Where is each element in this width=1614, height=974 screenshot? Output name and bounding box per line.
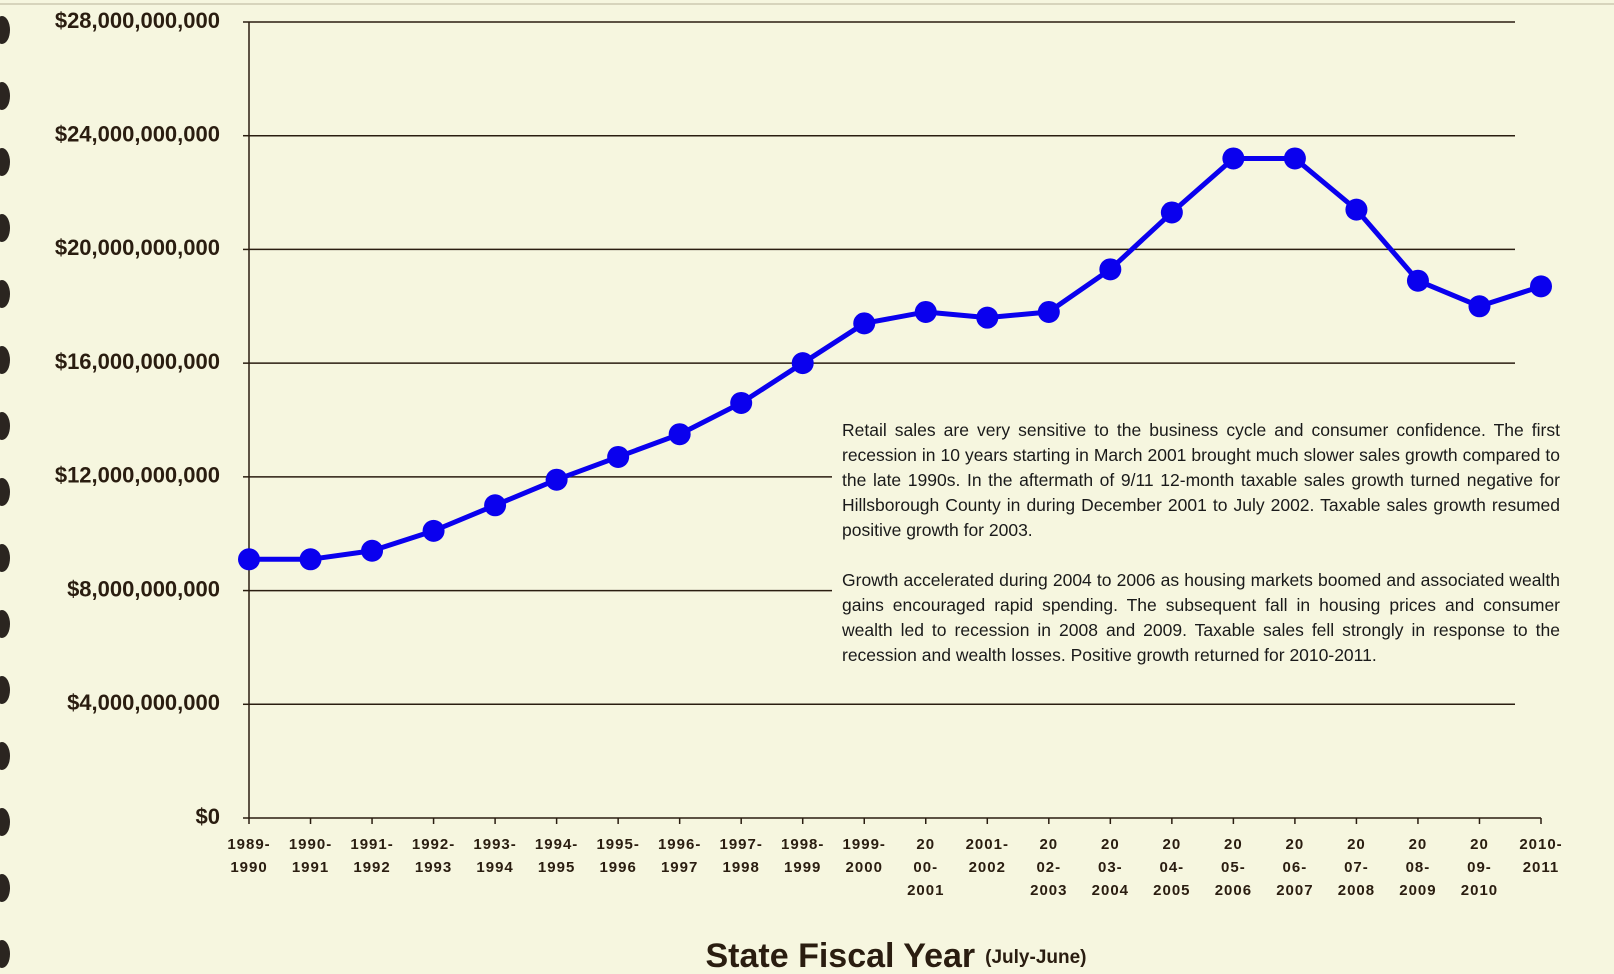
- x-tick-label: 20: [916, 836, 935, 853]
- x-tick-label: 2004: [1092, 882, 1129, 899]
- spiral-binding: [0, 16, 10, 968]
- x-tick-label: 08-: [1406, 859, 1431, 876]
- data-point: [791, 352, 814, 375]
- x-tick-label: 1995: [538, 859, 575, 876]
- data-point: [1160, 201, 1183, 224]
- x-tick-label: 1994-: [535, 836, 578, 853]
- y-tick-label: $16,000,000,000: [55, 349, 220, 374]
- x-tick-label: 20: [1224, 836, 1243, 853]
- x-tick-label: 07-: [1344, 859, 1369, 876]
- x-tick-label: 2010-: [1519, 836, 1562, 853]
- series-line: [249, 155, 1542, 562]
- y-tick-label: $8,000,000,000: [67, 576, 220, 601]
- y-tick-label: $0: [196, 804, 220, 829]
- x-tick-label: 09-: [1467, 859, 1492, 876]
- annotation-box: Retail sales are very sensitive to the b…: [832, 418, 1564, 693]
- x-tick-label: 1996-: [658, 836, 701, 853]
- x-tick-label: 20: [1101, 836, 1120, 853]
- x-tick-label: 1999-: [843, 836, 886, 853]
- x-axis-note: (July-June): [985, 947, 1086, 968]
- x-tick-label: 2005: [1153, 882, 1190, 899]
- data-point: [1345, 198, 1368, 221]
- x-tick-label: 2010: [1461, 882, 1498, 899]
- x-tick-label: 1997-: [720, 836, 763, 853]
- data-point: [1530, 275, 1552, 298]
- data-point: [1406, 269, 1429, 292]
- x-tick-label: 2007: [1276, 882, 1313, 899]
- x-tick-label: 1992-: [412, 836, 455, 853]
- x-tick-label: 2006: [1215, 882, 1252, 899]
- x-tick-label: 1990: [230, 859, 267, 876]
- x-tick-label: 20: [1163, 836, 1182, 853]
- x-tick-label: 1993-: [473, 836, 516, 853]
- annotation: Growth accelerated during 2004 to 2006 a…: [842, 570, 1560, 665]
- data-point: [853, 312, 876, 335]
- data-point: [1222, 147, 1245, 170]
- x-tick-label: 05-: [1221, 859, 1246, 876]
- x-tick-label: 20: [1347, 836, 1366, 853]
- x-tick-label: 1989-: [227, 836, 270, 853]
- x-tick-label: 2003: [1030, 882, 1067, 899]
- x-tick-label: 1996: [599, 859, 636, 876]
- x-tick-label: 1994: [476, 859, 513, 876]
- x-tick-label: 2000: [846, 859, 883, 876]
- x-tick-label: 1995-: [596, 836, 639, 853]
- x-tick-label: 1992: [353, 859, 390, 876]
- y-tick-label: $4,000,000,000: [67, 690, 220, 715]
- x-tick-label: 20: [1409, 836, 1428, 853]
- data-point: [545, 468, 568, 491]
- x-axis-title: State Fiscal Year (July-June): [705, 937, 1086, 974]
- data-point: [238, 548, 260, 571]
- x-tick-label: 2002: [969, 859, 1006, 876]
- x-tick-label: 04-: [1160, 859, 1185, 876]
- x-tick-label: 03-: [1098, 859, 1123, 876]
- data-point: [361, 539, 384, 562]
- data-point: [976, 306, 999, 329]
- x-tick-label: 1990-: [289, 836, 332, 853]
- x-tick-label: 2008: [1338, 882, 1375, 899]
- data-point: [730, 391, 753, 414]
- x-tick-label: 1999: [784, 859, 821, 876]
- data-point: [1283, 147, 1306, 170]
- x-tick-label: 02-: [1036, 859, 1061, 876]
- x-tick-label: 1991: [292, 859, 329, 876]
- y-tick-label: $20,000,000,000: [55, 235, 220, 260]
- x-tick-label: 20: [1286, 836, 1305, 853]
- data-point: [668, 423, 691, 446]
- data-point: [1468, 295, 1491, 318]
- annotation: Retail sales are very sensitive to the b…: [842, 420, 1560, 540]
- data-point: [1099, 258, 1122, 281]
- x-tick-label: 06-: [1283, 859, 1308, 876]
- data-point: [484, 494, 507, 517]
- data-point: [422, 519, 445, 542]
- x-tick-label: 2009: [1399, 882, 1436, 899]
- data-point: [1037, 300, 1060, 323]
- x-tick-label: 20: [1470, 836, 1489, 853]
- x-tick-label: 20: [1039, 836, 1058, 853]
- x-tick-label: 2001-: [966, 836, 1009, 853]
- x-tick-label: 2001: [907, 882, 944, 899]
- x-tick-label: 2011: [1523, 859, 1560, 876]
- y-tick-label: $24,000,000,000: [55, 122, 220, 147]
- data-point: [914, 300, 937, 323]
- x-tick-label: 00-: [913, 859, 938, 876]
- x-tick-label: 1991-: [350, 836, 393, 853]
- data-point: [607, 445, 630, 468]
- x-tick-label: 1997: [661, 859, 698, 876]
- data-point: [299, 548, 322, 571]
- x-tick-label: 1998-: [781, 836, 824, 853]
- x-axis-label: State Fiscal Year: [705, 937, 975, 974]
- x-tick-label: 1993: [415, 859, 452, 876]
- y-tick-label: $28,000,000,000: [55, 8, 220, 33]
- x-tick-label: 1998: [723, 859, 760, 876]
- y-tick-label: $12,000,000,000: [55, 463, 220, 488]
